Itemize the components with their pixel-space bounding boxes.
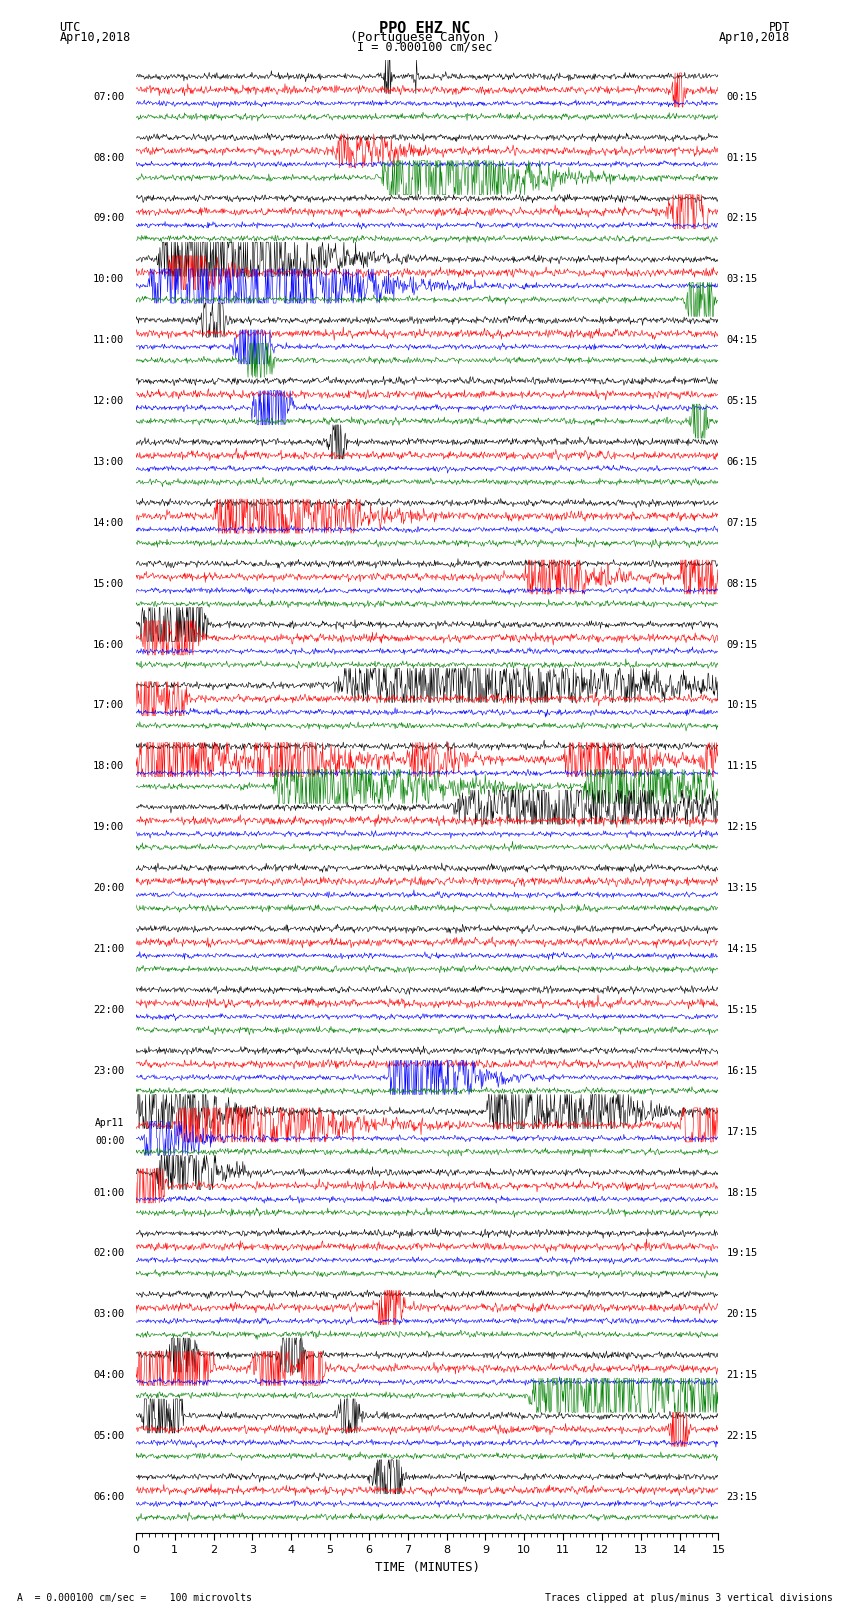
Text: 19:00: 19:00 bbox=[93, 823, 124, 832]
Text: PPO EHZ NC: PPO EHZ NC bbox=[379, 21, 471, 35]
Text: 17:00: 17:00 bbox=[93, 700, 124, 710]
Text: 05:00: 05:00 bbox=[93, 1431, 124, 1440]
Text: 20:00: 20:00 bbox=[93, 884, 124, 894]
Text: 22:15: 22:15 bbox=[726, 1431, 757, 1440]
Text: Apr10,2018: Apr10,2018 bbox=[60, 31, 131, 44]
Text: 15:00: 15:00 bbox=[93, 579, 124, 589]
Text: 13:15: 13:15 bbox=[726, 884, 757, 894]
Text: 07:00: 07:00 bbox=[93, 92, 124, 102]
Text: 01:15: 01:15 bbox=[726, 153, 757, 163]
Text: 19:15: 19:15 bbox=[726, 1248, 757, 1258]
Text: PDT: PDT bbox=[769, 21, 790, 34]
Text: A  = 0.000100 cm/sec =    100 microvolts: A = 0.000100 cm/sec = 100 microvolts bbox=[17, 1594, 252, 1603]
Text: I = 0.000100 cm/sec: I = 0.000100 cm/sec bbox=[357, 40, 493, 53]
Text: 08:00: 08:00 bbox=[93, 153, 124, 163]
Text: 17:15: 17:15 bbox=[726, 1126, 757, 1137]
Text: (Portuguese Canyon ): (Portuguese Canyon ) bbox=[350, 31, 500, 44]
Text: 11:00: 11:00 bbox=[93, 336, 124, 345]
Text: 03:00: 03:00 bbox=[93, 1310, 124, 1319]
Text: 10:00: 10:00 bbox=[93, 274, 124, 284]
Text: 22:00: 22:00 bbox=[93, 1005, 124, 1015]
Text: 14:15: 14:15 bbox=[726, 944, 757, 953]
Text: 11:15: 11:15 bbox=[726, 761, 757, 771]
Text: 06:15: 06:15 bbox=[726, 456, 757, 468]
Text: 00:00: 00:00 bbox=[95, 1136, 124, 1145]
Text: 06:00: 06:00 bbox=[93, 1492, 124, 1502]
Text: 03:15: 03:15 bbox=[726, 274, 757, 284]
Text: 16:15: 16:15 bbox=[726, 1066, 757, 1076]
Text: 15:15: 15:15 bbox=[726, 1005, 757, 1015]
Text: 18:00: 18:00 bbox=[93, 761, 124, 771]
Text: 10:15: 10:15 bbox=[726, 700, 757, 710]
Text: Traces clipped at plus/minus 3 vertical divisions: Traces clipped at plus/minus 3 vertical … bbox=[545, 1594, 833, 1603]
Text: Apr11: Apr11 bbox=[95, 1118, 124, 1127]
Text: 14:00: 14:00 bbox=[93, 518, 124, 527]
Text: 05:15: 05:15 bbox=[726, 397, 757, 406]
Text: 12:15: 12:15 bbox=[726, 823, 757, 832]
Text: Apr10,2018: Apr10,2018 bbox=[719, 31, 791, 44]
Text: 09:15: 09:15 bbox=[726, 640, 757, 650]
Text: 02:00: 02:00 bbox=[93, 1248, 124, 1258]
Text: 00:15: 00:15 bbox=[726, 92, 757, 102]
Text: 07:15: 07:15 bbox=[726, 518, 757, 527]
Text: UTC: UTC bbox=[60, 21, 81, 34]
Text: 23:15: 23:15 bbox=[726, 1492, 757, 1502]
Text: 18:15: 18:15 bbox=[726, 1187, 757, 1197]
Text: 13:00: 13:00 bbox=[93, 456, 124, 468]
Text: 01:00: 01:00 bbox=[93, 1187, 124, 1197]
X-axis label: TIME (MINUTES): TIME (MINUTES) bbox=[375, 1561, 479, 1574]
Text: 04:15: 04:15 bbox=[726, 336, 757, 345]
Text: 04:00: 04:00 bbox=[93, 1369, 124, 1381]
Text: 09:00: 09:00 bbox=[93, 213, 124, 224]
Text: 16:00: 16:00 bbox=[93, 640, 124, 650]
Text: 02:15: 02:15 bbox=[726, 213, 757, 224]
Text: 21:00: 21:00 bbox=[93, 944, 124, 953]
Text: 21:15: 21:15 bbox=[726, 1369, 757, 1381]
Text: 12:00: 12:00 bbox=[93, 397, 124, 406]
Text: 23:00: 23:00 bbox=[93, 1066, 124, 1076]
Text: 08:15: 08:15 bbox=[726, 579, 757, 589]
Text: 20:15: 20:15 bbox=[726, 1310, 757, 1319]
